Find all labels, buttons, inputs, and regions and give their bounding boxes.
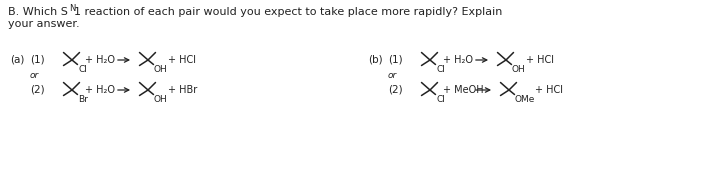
Text: OH: OH [153, 66, 168, 74]
Text: + H₂O: + H₂O [443, 55, 473, 65]
Text: (1): (1) [30, 55, 45, 65]
Text: + HBr: + HBr [168, 85, 197, 95]
Text: Br: Br [78, 96, 88, 105]
Text: Cl: Cl [436, 66, 445, 74]
Text: OMe: OMe [515, 96, 535, 105]
Text: + HCl: + HCl [526, 55, 554, 65]
Text: OH: OH [511, 66, 526, 74]
Text: (1): (1) [388, 55, 403, 65]
Text: Cl: Cl [78, 66, 88, 74]
Text: or: or [30, 70, 40, 79]
Text: OH: OH [153, 96, 168, 105]
Text: (2): (2) [388, 85, 403, 95]
Text: or: or [388, 70, 398, 79]
Text: (a): (a) [10, 55, 24, 65]
Text: + H₂O: + H₂O [85, 55, 115, 65]
Text: + HCl: + HCl [168, 55, 196, 65]
Text: N: N [69, 4, 75, 13]
Text: your answer.: your answer. [8, 19, 80, 29]
Text: Cl: Cl [436, 96, 445, 105]
Text: (b): (b) [368, 55, 383, 65]
Text: + HCl: + HCl [535, 85, 563, 95]
Text: 1 reaction of each pair would you expect to take place more rapidly? Explain: 1 reaction of each pair would you expect… [74, 7, 503, 17]
Text: + H₂O: + H₂O [85, 85, 115, 95]
Text: + MeOH: + MeOH [443, 85, 484, 95]
Text: (2): (2) [30, 85, 45, 95]
Text: B. Which S: B. Which S [8, 7, 68, 17]
